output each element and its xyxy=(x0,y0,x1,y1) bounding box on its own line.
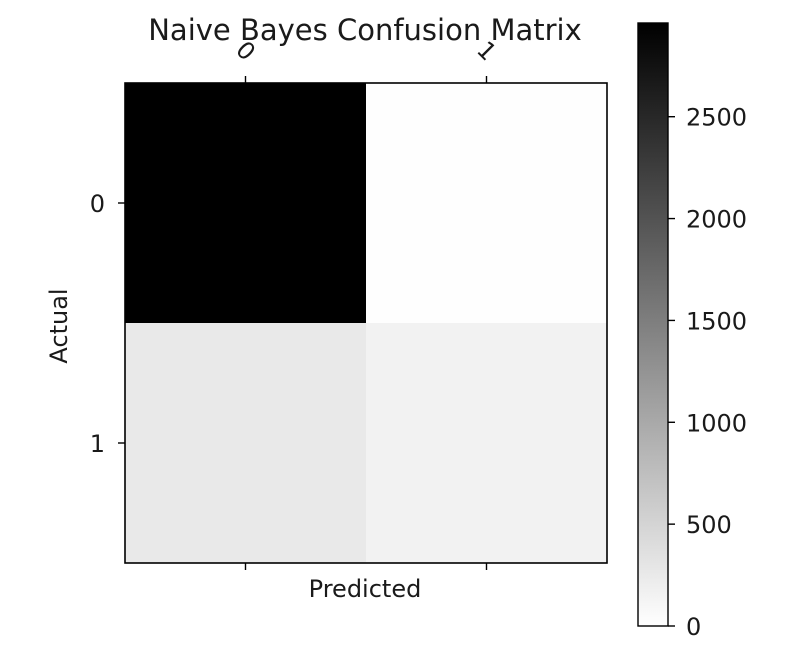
matrix-cell-r1-c1 xyxy=(366,323,608,564)
y-tick-label: 0 xyxy=(90,190,105,218)
plot-frame xyxy=(124,82,608,564)
x-axis-label: Predicted xyxy=(309,575,422,603)
matrix-cells xyxy=(125,83,608,564)
chart-title: Naive Bayes Confusion Matrix xyxy=(148,13,582,47)
matrix-cell-r1-c0 xyxy=(125,323,367,564)
colorbar-tick-label: 2500 xyxy=(686,104,747,132)
colorbar-tick-label: 1000 xyxy=(686,409,747,437)
y-tick-group: 01 xyxy=(90,190,125,458)
colorbar-tick-label: 1500 xyxy=(686,307,747,335)
colorbar-tick-group: 0 500 1000 1500 2000 2500 xyxy=(668,104,747,641)
colorbar-tick-label: 500 xyxy=(686,511,732,539)
matrix-cell-r0-c0 xyxy=(125,83,367,324)
colorbar-tick-label: 2000 xyxy=(686,206,747,234)
colorbar xyxy=(637,22,669,627)
y-axis-label: Actual xyxy=(45,288,73,363)
y-tick-label: 1 xyxy=(90,430,105,458)
colorbar-tick-label: 0 xyxy=(686,613,701,641)
matrix-cell-r0-c1 xyxy=(366,83,608,324)
